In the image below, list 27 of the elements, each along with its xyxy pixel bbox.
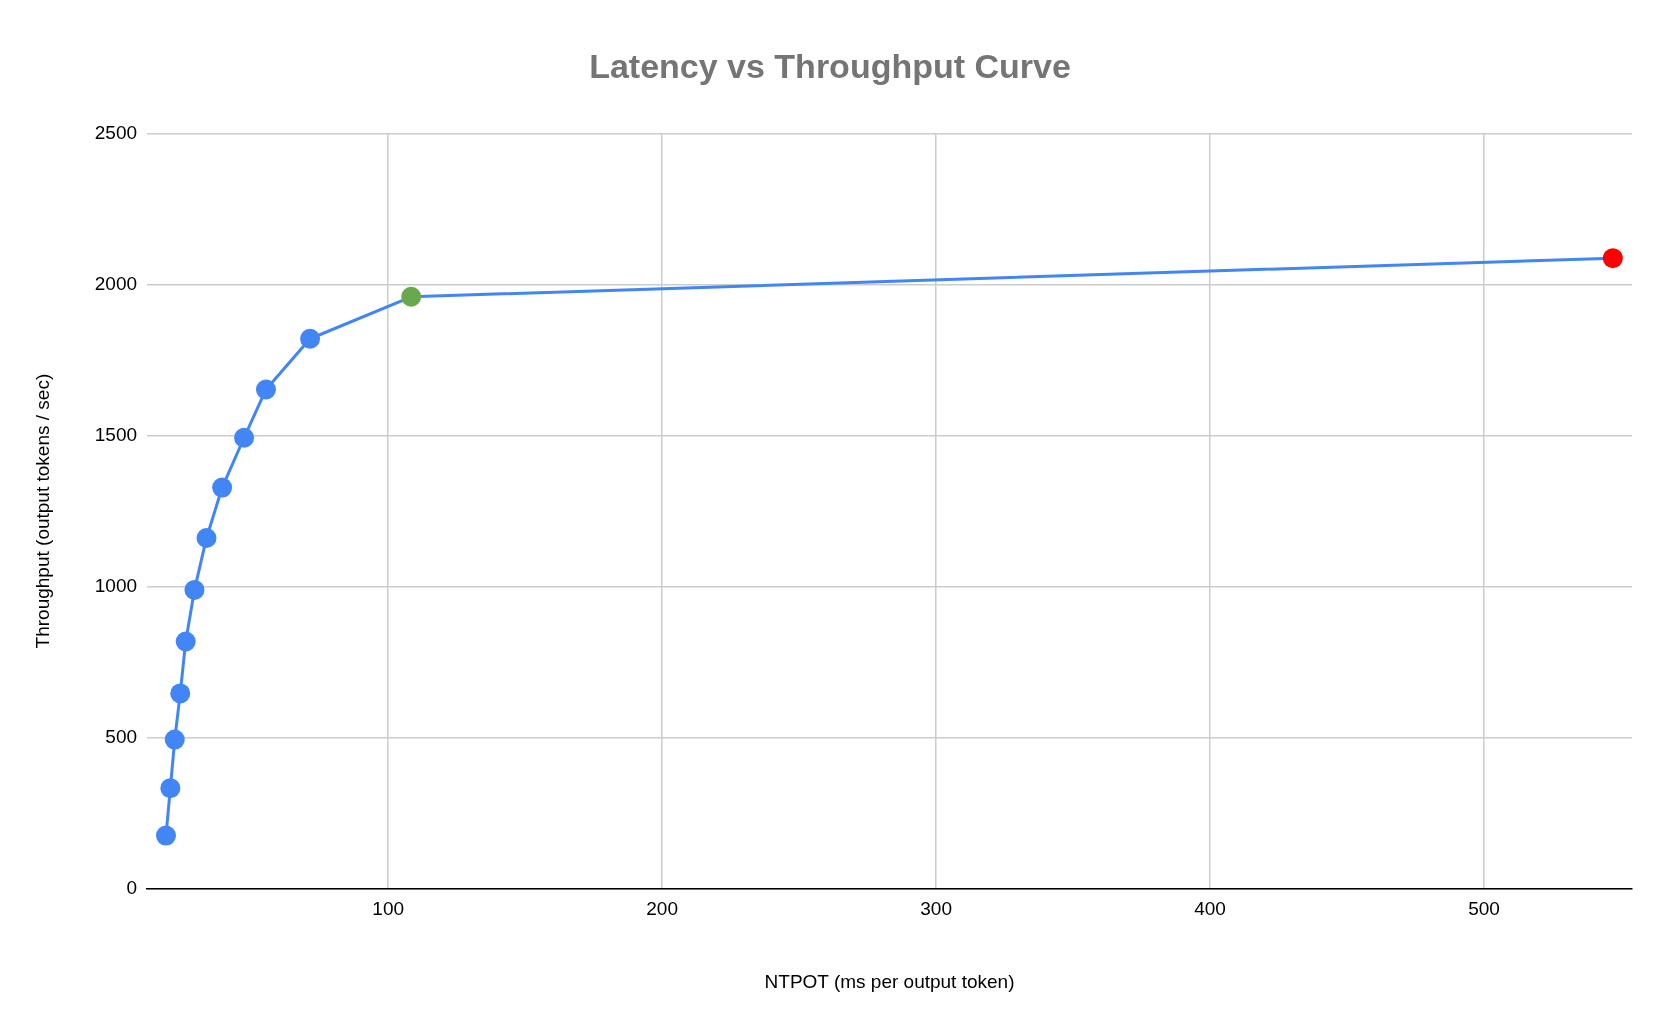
point [170, 683, 191, 704]
point [401, 286, 422, 307]
point [175, 631, 196, 652]
point [155, 825, 176, 846]
y-tick-label: 1500 [94, 423, 138, 445]
y-tick-label: 2000 [94, 272, 138, 294]
point [1602, 248, 1623, 269]
point [300, 328, 321, 349]
x-tick-label: 400 [1194, 898, 1226, 920]
point [212, 477, 233, 498]
point [196, 527, 217, 548]
chart-title: Latency vs Throughput Curve [589, 46, 1071, 85]
x-tick-label: 500 [1468, 898, 1500, 920]
x-tick-label: 300 [920, 898, 952, 920]
point [184, 579, 205, 600]
y-tick-label: 1000 [94, 574, 138, 596]
point [234, 427, 255, 448]
point [164, 729, 185, 750]
x-axis-title: NTPOT (ms per output token) [764, 970, 1015, 992]
y-tick-label: 500 [105, 725, 138, 747]
x-tick-label: 100 [372, 898, 405, 920]
y-tick-label: 2500 [94, 122, 138, 144]
point [160, 778, 181, 799]
x-tick-label: 200 [646, 898, 678, 920]
point [255, 379, 276, 400]
y-tick-label: 0 [126, 876, 138, 898]
y-axis-title: Throughput (output tokens / sec) [31, 373, 53, 649]
